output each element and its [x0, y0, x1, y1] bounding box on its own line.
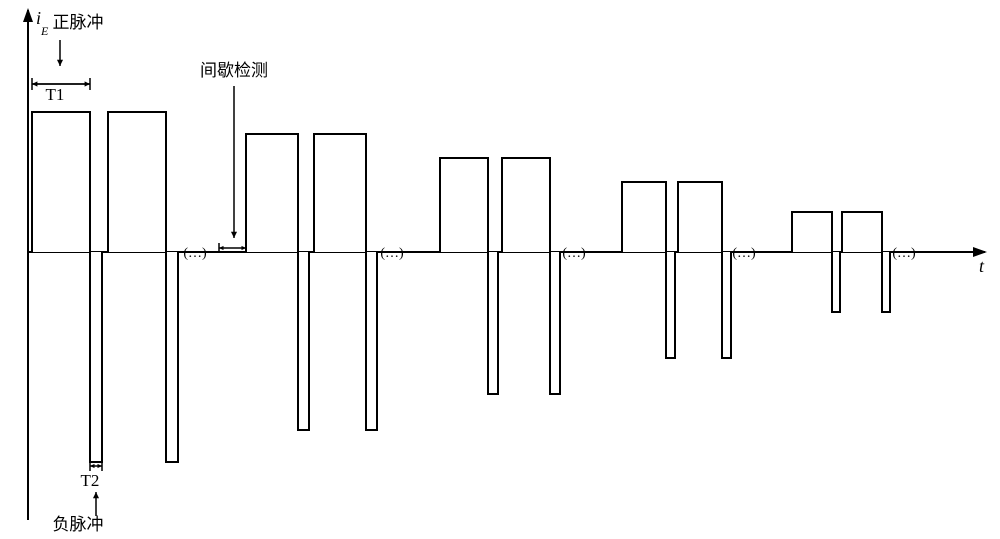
positive-pulse: [108, 112, 166, 252]
t1-span-left-head: [32, 81, 37, 86]
positive-pulse: [502, 158, 550, 252]
ellipsis-label: (…): [183, 246, 207, 261]
ellipsis-label: (…): [732, 246, 756, 261]
pos-pulse-arrow-head: [57, 60, 63, 66]
pulse-waveform-chart: iE t (…) (…) (…) (…) (…) 正脉冲 T1 间歇检测 T2 负脉冲: [0, 0, 1000, 539]
positive-pulse: [314, 134, 366, 252]
negative-pulse: [550, 252, 560, 394]
t2-label: T2: [81, 471, 100, 490]
negative-pulse: [366, 252, 377, 430]
negative-pulse: [298, 252, 309, 430]
ellipsis-label: (…): [380, 246, 404, 261]
negative-pulse: [488, 252, 498, 394]
t1-label: T1: [46, 85, 65, 104]
positive-pulse-label: 正脉冲: [53, 13, 104, 32]
positive-pulse: [792, 212, 832, 252]
negative-pulse-label: 负脉冲: [53, 515, 104, 534]
negative-pulse: [90, 252, 102, 462]
ellipsis-label: (…): [892, 246, 916, 261]
positive-pulse: [246, 134, 298, 252]
neg-pulse-arrow-head: [93, 492, 99, 498]
y-axis-label: iE: [36, 8, 49, 38]
positive-pulse: [842, 212, 882, 252]
ellipsis-label: (…): [562, 246, 586, 261]
positive-pulse: [622, 182, 666, 252]
intermission-arrow-head: [231, 232, 237, 238]
positive-pulse: [32, 112, 90, 252]
negative-pulse: [722, 252, 731, 358]
negative-pulse: [832, 252, 840, 312]
intermission-label: 间歇检测: [200, 61, 268, 80]
negative-pulse: [166, 252, 178, 462]
negative-pulse: [882, 252, 890, 312]
x-axis-label: t: [979, 256, 985, 276]
positive-pulse: [440, 158, 488, 252]
positive-pulse: [678, 182, 722, 252]
negative-pulse: [666, 252, 675, 358]
